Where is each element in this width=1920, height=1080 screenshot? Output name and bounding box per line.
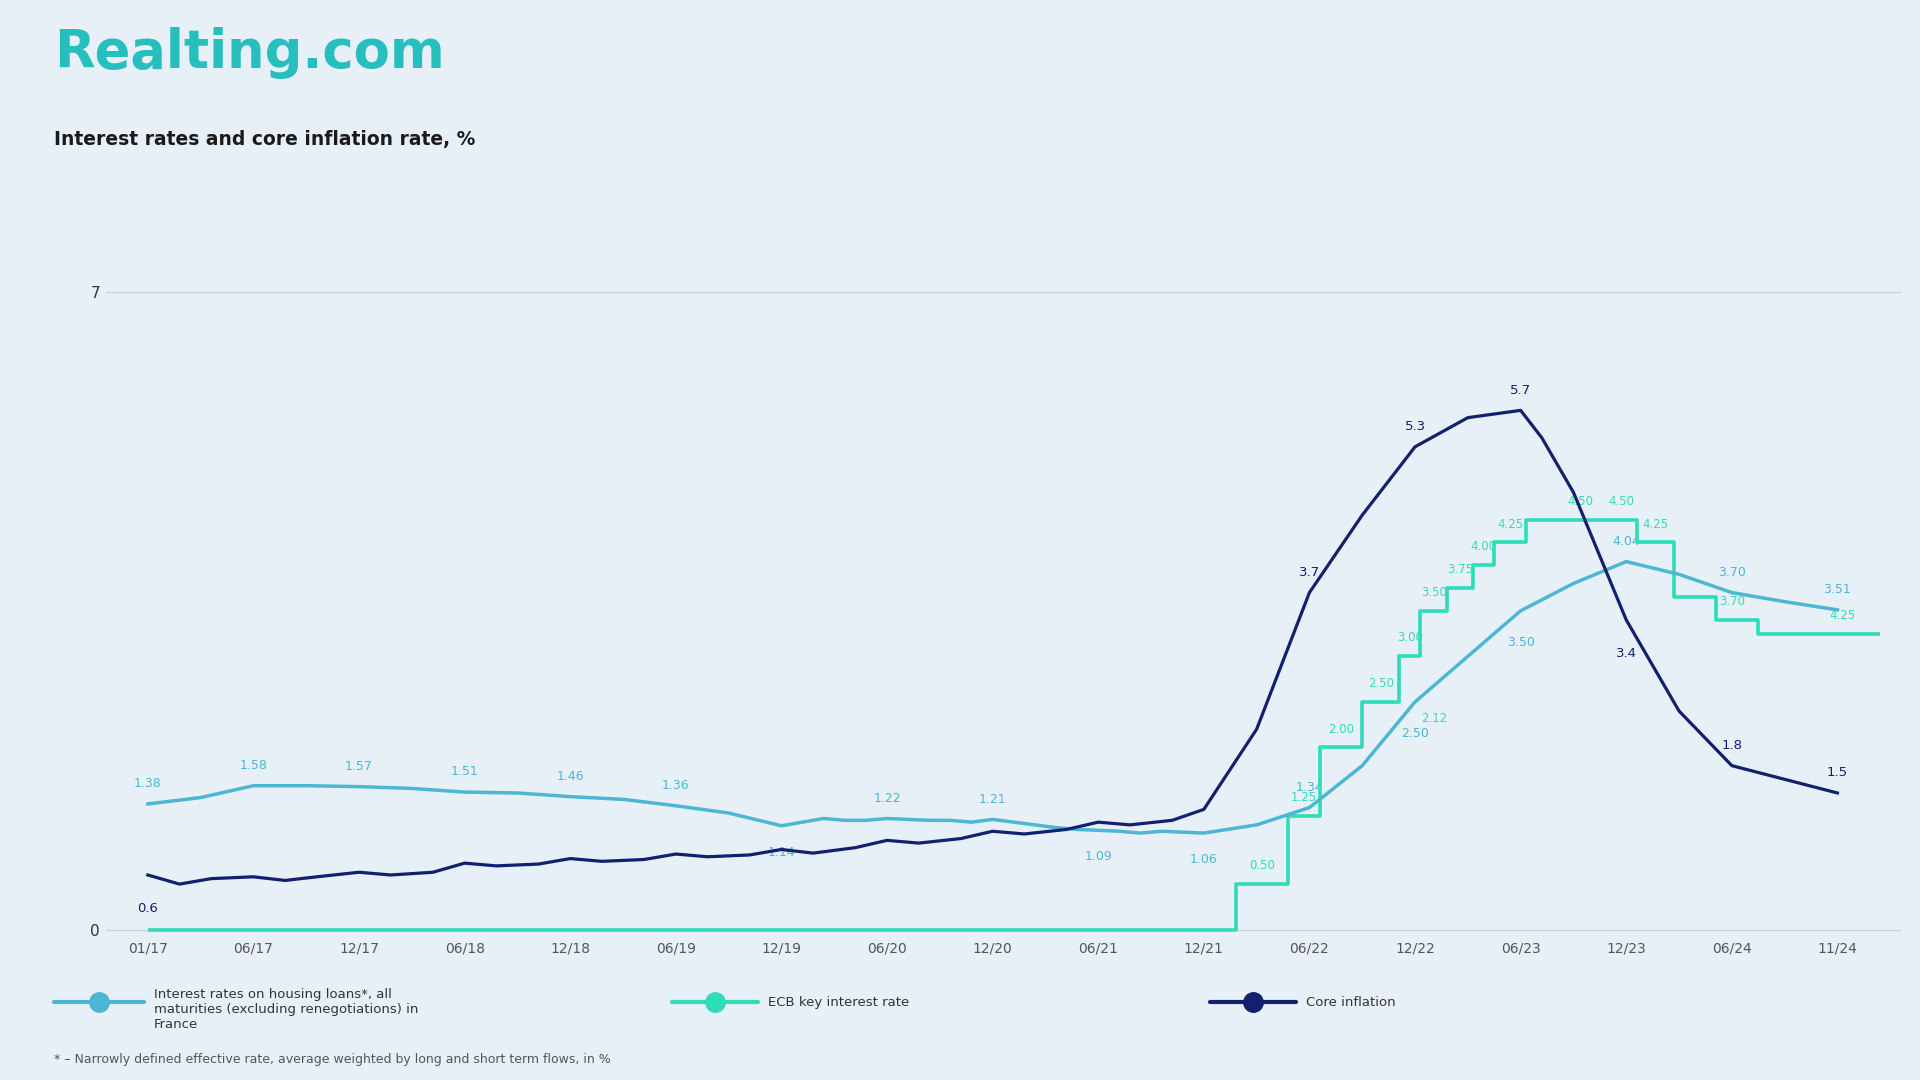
Text: 2.50: 2.50 [1369,677,1394,690]
Text: 0.50: 0.50 [1250,860,1275,873]
Text: 1.36: 1.36 [662,779,689,792]
Text: 1.38: 1.38 [134,778,161,791]
Text: 4.04: 4.04 [1613,535,1640,548]
Text: 3.70: 3.70 [1718,595,1745,608]
Text: 2.00: 2.00 [1329,723,1354,735]
Text: Interest rates and core inflation rate, %: Interest rates and core inflation rate, … [54,130,474,149]
Text: 0.6: 0.6 [138,902,157,916]
Text: 2.12: 2.12 [1421,712,1448,725]
Text: Core inflation: Core inflation [1306,996,1396,1009]
Text: 1.57: 1.57 [346,760,372,773]
Text: 3.7: 3.7 [1298,566,1321,579]
Text: 1.5: 1.5 [1826,767,1849,780]
Text: 1.22: 1.22 [874,792,900,805]
Text: 3.50: 3.50 [1421,586,1448,599]
Text: 3.00: 3.00 [1398,632,1423,645]
Text: 4.50: 4.50 [1607,495,1634,508]
Text: 1.09: 1.09 [1085,850,1112,863]
Text: Interest rates on housing loans*, all
maturities (excluding renegotiations) in
F: Interest rates on housing loans*, all ma… [154,988,419,1031]
Text: 3.75: 3.75 [1448,563,1473,576]
Text: ECB key interest rate: ECB key interest rate [768,996,910,1009]
Text: 2.50: 2.50 [1402,728,1428,741]
Text: 4.50: 4.50 [1569,495,1594,508]
Text: 4.25: 4.25 [1830,609,1857,622]
Text: 1.25: 1.25 [1290,791,1317,804]
Text: 1.34: 1.34 [1296,781,1323,794]
Text: 1.51: 1.51 [451,766,478,779]
Text: 4.25: 4.25 [1498,517,1523,530]
Text: 3.70: 3.70 [1718,566,1745,579]
Text: 1.46: 1.46 [557,770,584,783]
Text: 3.50: 3.50 [1507,636,1534,649]
Text: 1.06: 1.06 [1190,853,1217,866]
Text: 4.25: 4.25 [1644,517,1668,530]
Text: * – Narrowly defined effective rate, average weighted by long and short term flo: * – Narrowly defined effective rate, ave… [54,1053,611,1066]
Text: Realting.com: Realting.com [54,27,445,79]
Text: 1.8: 1.8 [1722,739,1741,752]
Text: 5.7: 5.7 [1509,383,1532,396]
Text: 3.51: 3.51 [1824,583,1851,596]
Text: 1.58: 1.58 [240,759,267,772]
Text: 4.00: 4.00 [1471,540,1498,553]
Text: 5.3: 5.3 [1404,420,1427,433]
Text: 3.4: 3.4 [1617,647,1636,660]
Text: 1.21: 1.21 [979,793,1006,806]
Text: 1.14: 1.14 [768,846,795,859]
